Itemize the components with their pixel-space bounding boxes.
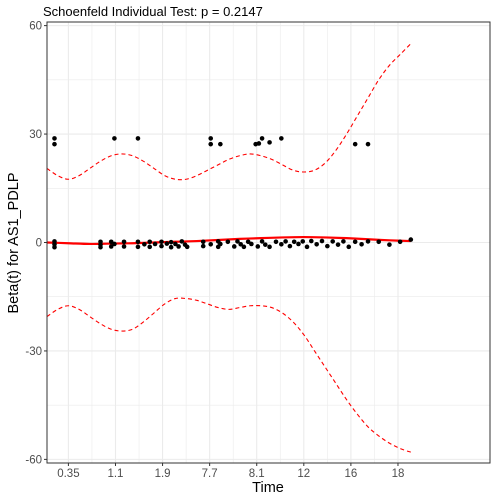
upper-band-line bbox=[46, 43, 412, 181]
data-point bbox=[152, 241, 158, 247]
lower-band-line bbox=[46, 297, 411, 453]
data-point bbox=[365, 239, 371, 244]
data-point bbox=[279, 242, 284, 247]
data-point bbox=[98, 244, 103, 250]
data-point bbox=[208, 141, 214, 147]
data-point bbox=[135, 239, 141, 245]
data-point bbox=[112, 241, 117, 247]
data-point bbox=[397, 239, 403, 245]
y-tick-label: 60 bbox=[29, 21, 42, 33]
data-point bbox=[279, 136, 284, 141]
y-tick-label: 30 bbox=[29, 129, 42, 141]
data-point bbox=[283, 239, 288, 244]
data-point bbox=[241, 244, 247, 250]
data-point bbox=[346, 244, 352, 250]
data-point bbox=[238, 242, 243, 247]
data-point bbox=[121, 239, 127, 245]
y-tick-label: -60 bbox=[25, 454, 42, 466]
y-axis-title: Beta(t) for AS1_PDLP bbox=[6, 172, 22, 313]
chart-title: Schoenfeld Individual Test: p = 0.2147 bbox=[43, 4, 263, 19]
x-tick-label: 1.9 bbox=[155, 468, 171, 480]
x-axis-title: Time bbox=[252, 480, 284, 496]
data-point bbox=[267, 244, 272, 250]
data-point bbox=[256, 141, 262, 146]
data-point bbox=[314, 242, 319, 247]
data-point bbox=[121, 244, 127, 249]
x-tick-label: 16 bbox=[344, 468, 357, 480]
data-points bbox=[52, 136, 414, 250]
data-point bbox=[341, 239, 346, 244]
data-point bbox=[142, 242, 147, 247]
data-point bbox=[225, 239, 231, 245]
data-point bbox=[176, 244, 181, 249]
data-point bbox=[273, 239, 279, 245]
y-tick-label: -30 bbox=[25, 346, 42, 358]
data-point bbox=[249, 241, 254, 247]
data-point bbox=[164, 241, 170, 246]
data-point bbox=[135, 136, 141, 141]
data-point bbox=[296, 241, 301, 247]
data-point bbox=[112, 136, 117, 141]
x-tick-label: 1.1 bbox=[107, 468, 123, 480]
data-point bbox=[365, 141, 371, 147]
data-point bbox=[330, 239, 336, 244]
data-point bbox=[218, 141, 223, 147]
x-tick-label: 12 bbox=[297, 468, 310, 480]
x-tick-label: 0.35 bbox=[57, 468, 79, 480]
data-point bbox=[168, 239, 174, 245]
data-point bbox=[200, 243, 206, 249]
data-point bbox=[52, 136, 57, 141]
data-point bbox=[147, 239, 153, 245]
data-point bbox=[325, 243, 330, 249]
confidence-band bbox=[46, 43, 412, 453]
data-point bbox=[159, 243, 164, 249]
data-point bbox=[147, 244, 153, 250]
data-point bbox=[408, 237, 414, 242]
data-point bbox=[387, 242, 392, 247]
x-tick-label: 7.7 bbox=[202, 468, 218, 480]
x-tick-label: 18 bbox=[392, 468, 405, 480]
data-point bbox=[159, 239, 164, 245]
data-point bbox=[208, 136, 214, 141]
data-point bbox=[335, 242, 341, 247]
data-point bbox=[304, 244, 310, 250]
data-point bbox=[267, 140, 272, 145]
y-tick-label: 0 bbox=[36, 238, 42, 250]
fit-line bbox=[46, 235, 411, 246]
data-point bbox=[108, 244, 114, 249]
data-point bbox=[200, 239, 206, 245]
data-point bbox=[259, 239, 265, 244]
data-point bbox=[255, 244, 261, 249]
data-point bbox=[208, 242, 214, 247]
data-point bbox=[179, 239, 185, 244]
data-point bbox=[262, 242, 268, 247]
data-point bbox=[231, 244, 237, 249]
data-point bbox=[376, 239, 382, 245]
data-point bbox=[135, 244, 141, 250]
data-point bbox=[359, 242, 364, 247]
fitted-curve bbox=[46, 235, 411, 246]
data-point bbox=[352, 141, 358, 147]
data-point bbox=[352, 239, 358, 245]
x-axis-ticks: 0.35 1.1 1.9 7.7 8.1 12 16 18 bbox=[57, 463, 404, 480]
data-point bbox=[259, 136, 265, 141]
data-point bbox=[52, 141, 57, 147]
data-point bbox=[287, 243, 293, 249]
data-point bbox=[52, 244, 57, 250]
x-tick-label: 8.1 bbox=[249, 468, 265, 480]
data-point bbox=[173, 241, 178, 247]
data-point bbox=[184, 244, 190, 250]
data-point bbox=[218, 241, 223, 247]
data-point bbox=[319, 238, 325, 244]
data-point bbox=[235, 239, 240, 244]
data-point bbox=[168, 244, 174, 250]
data-point bbox=[309, 238, 314, 244]
data-point bbox=[300, 239, 306, 244]
y-axis-ticks: -60 -30 0 30 60 bbox=[25, 21, 47, 466]
data-point bbox=[291, 239, 297, 245]
